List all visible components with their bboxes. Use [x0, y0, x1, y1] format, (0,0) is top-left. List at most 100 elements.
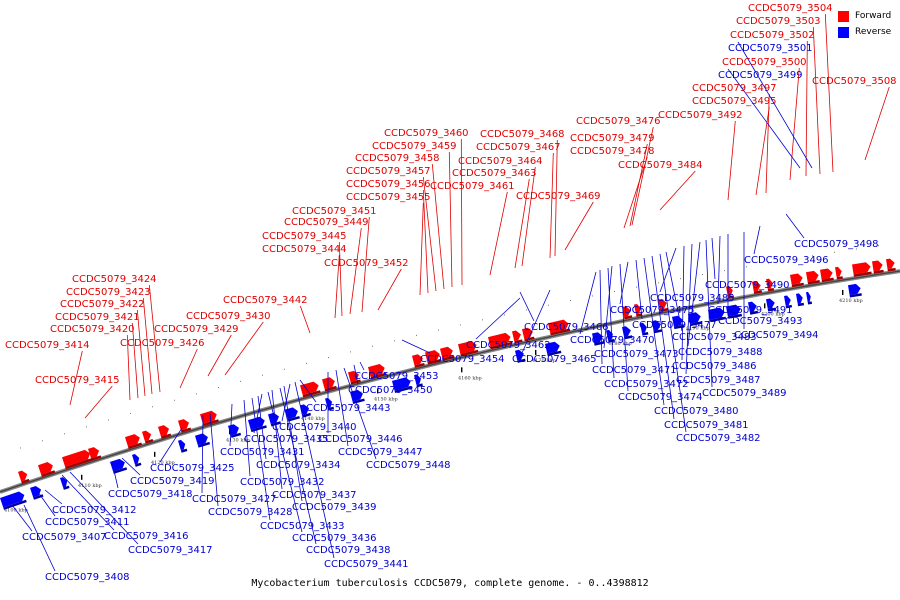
reverse-gene[interactable]	[652, 319, 663, 334]
reverse-gene[interactable]	[325, 397, 335, 411]
forward-gene[interactable]	[425, 349, 442, 365]
forward-gene[interactable]	[634, 303, 643, 317]
reverse-gene[interactable]	[300, 403, 312, 418]
reverse-gene[interactable]	[195, 432, 211, 448]
forward-gene[interactable]	[658, 298, 669, 312]
forward-gene[interactable]	[488, 332, 513, 350]
reverse-gene[interactable]	[350, 389, 365, 404]
forward-gene-shade	[624, 315, 633, 320]
forward-gene[interactable]	[458, 340, 479, 357]
reverse-gene[interactable]	[414, 374, 423, 388]
forward-gene[interactable]	[368, 363, 387, 380]
reverse-gene-shade	[517, 358, 526, 363]
reverse-gene[interactable]	[640, 322, 649, 336]
forward-gene-label: CCDC5079_3415	[35, 375, 120, 386]
reverse-gene[interactable]	[748, 301, 759, 315]
forward-gene-body	[322, 377, 335, 390]
forward-gene-shade	[370, 372, 387, 380]
forward-gene[interactable]	[548, 319, 571, 336]
reverse-label-leader	[243, 399, 251, 477]
forward-gene[interactable]	[300, 381, 321, 398]
forward-gene[interactable]	[766, 278, 775, 292]
track-dot	[240, 380, 241, 382]
forward-gene-label: CCDC5079_3479	[570, 133, 655, 144]
forward-gene[interactable]	[886, 258, 896, 272]
forward-gene-body	[18, 470, 28, 482]
forward-label-leader	[521, 166, 536, 267]
forward-label-leader	[805, 40, 808, 177]
track-dot	[438, 329, 439, 331]
reverse-gene[interactable]	[515, 349, 526, 363]
forward-gene-body	[548, 319, 569, 333]
reverse-gene-label: CCDC5079_3494	[734, 330, 819, 341]
reverse-gene[interactable]	[285, 406, 300, 422]
reverse-gene-body	[515, 349, 524, 361]
forward-gene-label: CCDC5079_3464	[458, 156, 543, 167]
reverse-gene[interactable]	[0, 490, 27, 510]
track-dot	[372, 345, 373, 347]
forward-gene[interactable]	[62, 449, 93, 470]
forward-gene-label: CCDC5079_3455	[346, 192, 431, 203]
forward-gene[interactable]	[806, 270, 820, 285]
forward-label-leader	[864, 86, 890, 161]
reverse-gene-label: CCDC5079_3447	[338, 447, 423, 458]
forward-gene[interactable]	[142, 429, 154, 444]
forward-gene[interactable]	[752, 280, 763, 294]
legend: Forward Reverse	[838, 8, 891, 40]
forward-gene-shade	[350, 379, 361, 385]
forward-gene[interactable]	[440, 346, 455, 361]
reverse-gene-label: CCDC5079_3419	[130, 476, 215, 487]
reverse-gene[interactable]	[60, 476, 70, 490]
reverse-gene[interactable]	[545, 341, 562, 357]
reverse-gene[interactable]	[796, 293, 805, 307]
legend-forward: Forward	[838, 8, 891, 24]
forward-gene-shade	[460, 349, 479, 357]
reverse-gene-shade	[230, 432, 242, 438]
reverse-gene-label: CCDC5079_3491	[708, 305, 793, 316]
forward-gene[interactable]	[178, 418, 192, 433]
forward-label-leader	[84, 385, 113, 419]
forward-label-leader	[419, 202, 424, 296]
reverse-label-leader	[121, 457, 141, 476]
forward-gene-body	[300, 381, 319, 396]
forward-gene[interactable]	[622, 305, 633, 320]
forward-gene-body	[622, 306, 631, 317]
kbp-tick-label: 4140 kbp	[301, 416, 325, 422]
forward-gene[interactable]	[412, 353, 425, 368]
forward-gene[interactable]	[820, 268, 834, 283]
forward-gene-shade	[160, 433, 172, 439]
reverse-gene[interactable]	[784, 295, 793, 309]
reverse-gene[interactable]	[132, 453, 142, 467]
forward-gene-shade	[180, 427, 192, 433]
kbp-tick-label: 4150 kbp	[374, 396, 398, 402]
forward-gene[interactable]	[158, 424, 172, 439]
forward-gene-body	[886, 258, 895, 270]
reverse-gene[interactable]	[672, 315, 685, 330]
reverse-label-leader	[687, 241, 701, 347]
forward-gene[interactable]	[522, 327, 535, 342]
forward-gene[interactable]	[872, 260, 884, 274]
reverse-label-leader	[659, 253, 687, 433]
reverse-gene[interactable]	[848, 283, 862, 298]
reverse-gene[interactable]	[708, 307, 727, 323]
reverse-gene-label: CCDC5079_3487	[676, 375, 761, 386]
forward-gene[interactable]	[125, 433, 143, 450]
reverse-gene-label: CCDC5079_3485	[650, 293, 735, 304]
forward-gene[interactable]	[38, 461, 56, 478]
reverse-gene[interactable]	[766, 298, 777, 312]
reverse-gene[interactable]	[806, 291, 813, 305]
reverse-gene[interactable]	[228, 423, 242, 438]
reverse-gene-body	[300, 404, 310, 416]
forward-gene[interactable]	[512, 330, 523, 344]
reverse-label-leader	[753, 225, 761, 255]
forward-gene-label: CCDC5079_3421	[55, 312, 140, 323]
forward-label-leader	[554, 139, 558, 257]
forward-gene[interactable]	[790, 273, 804, 288]
forward-gene[interactable]	[852, 262, 872, 277]
reverse-gene[interactable]	[726, 304, 743, 319]
reverse-gene[interactable]	[178, 439, 188, 453]
forward-gene[interactable]	[88, 446, 102, 461]
forward-gene[interactable]	[18, 469, 30, 484]
reverse-gene[interactable]	[392, 376, 413, 394]
forward-gene[interactable]	[835, 266, 843, 280]
